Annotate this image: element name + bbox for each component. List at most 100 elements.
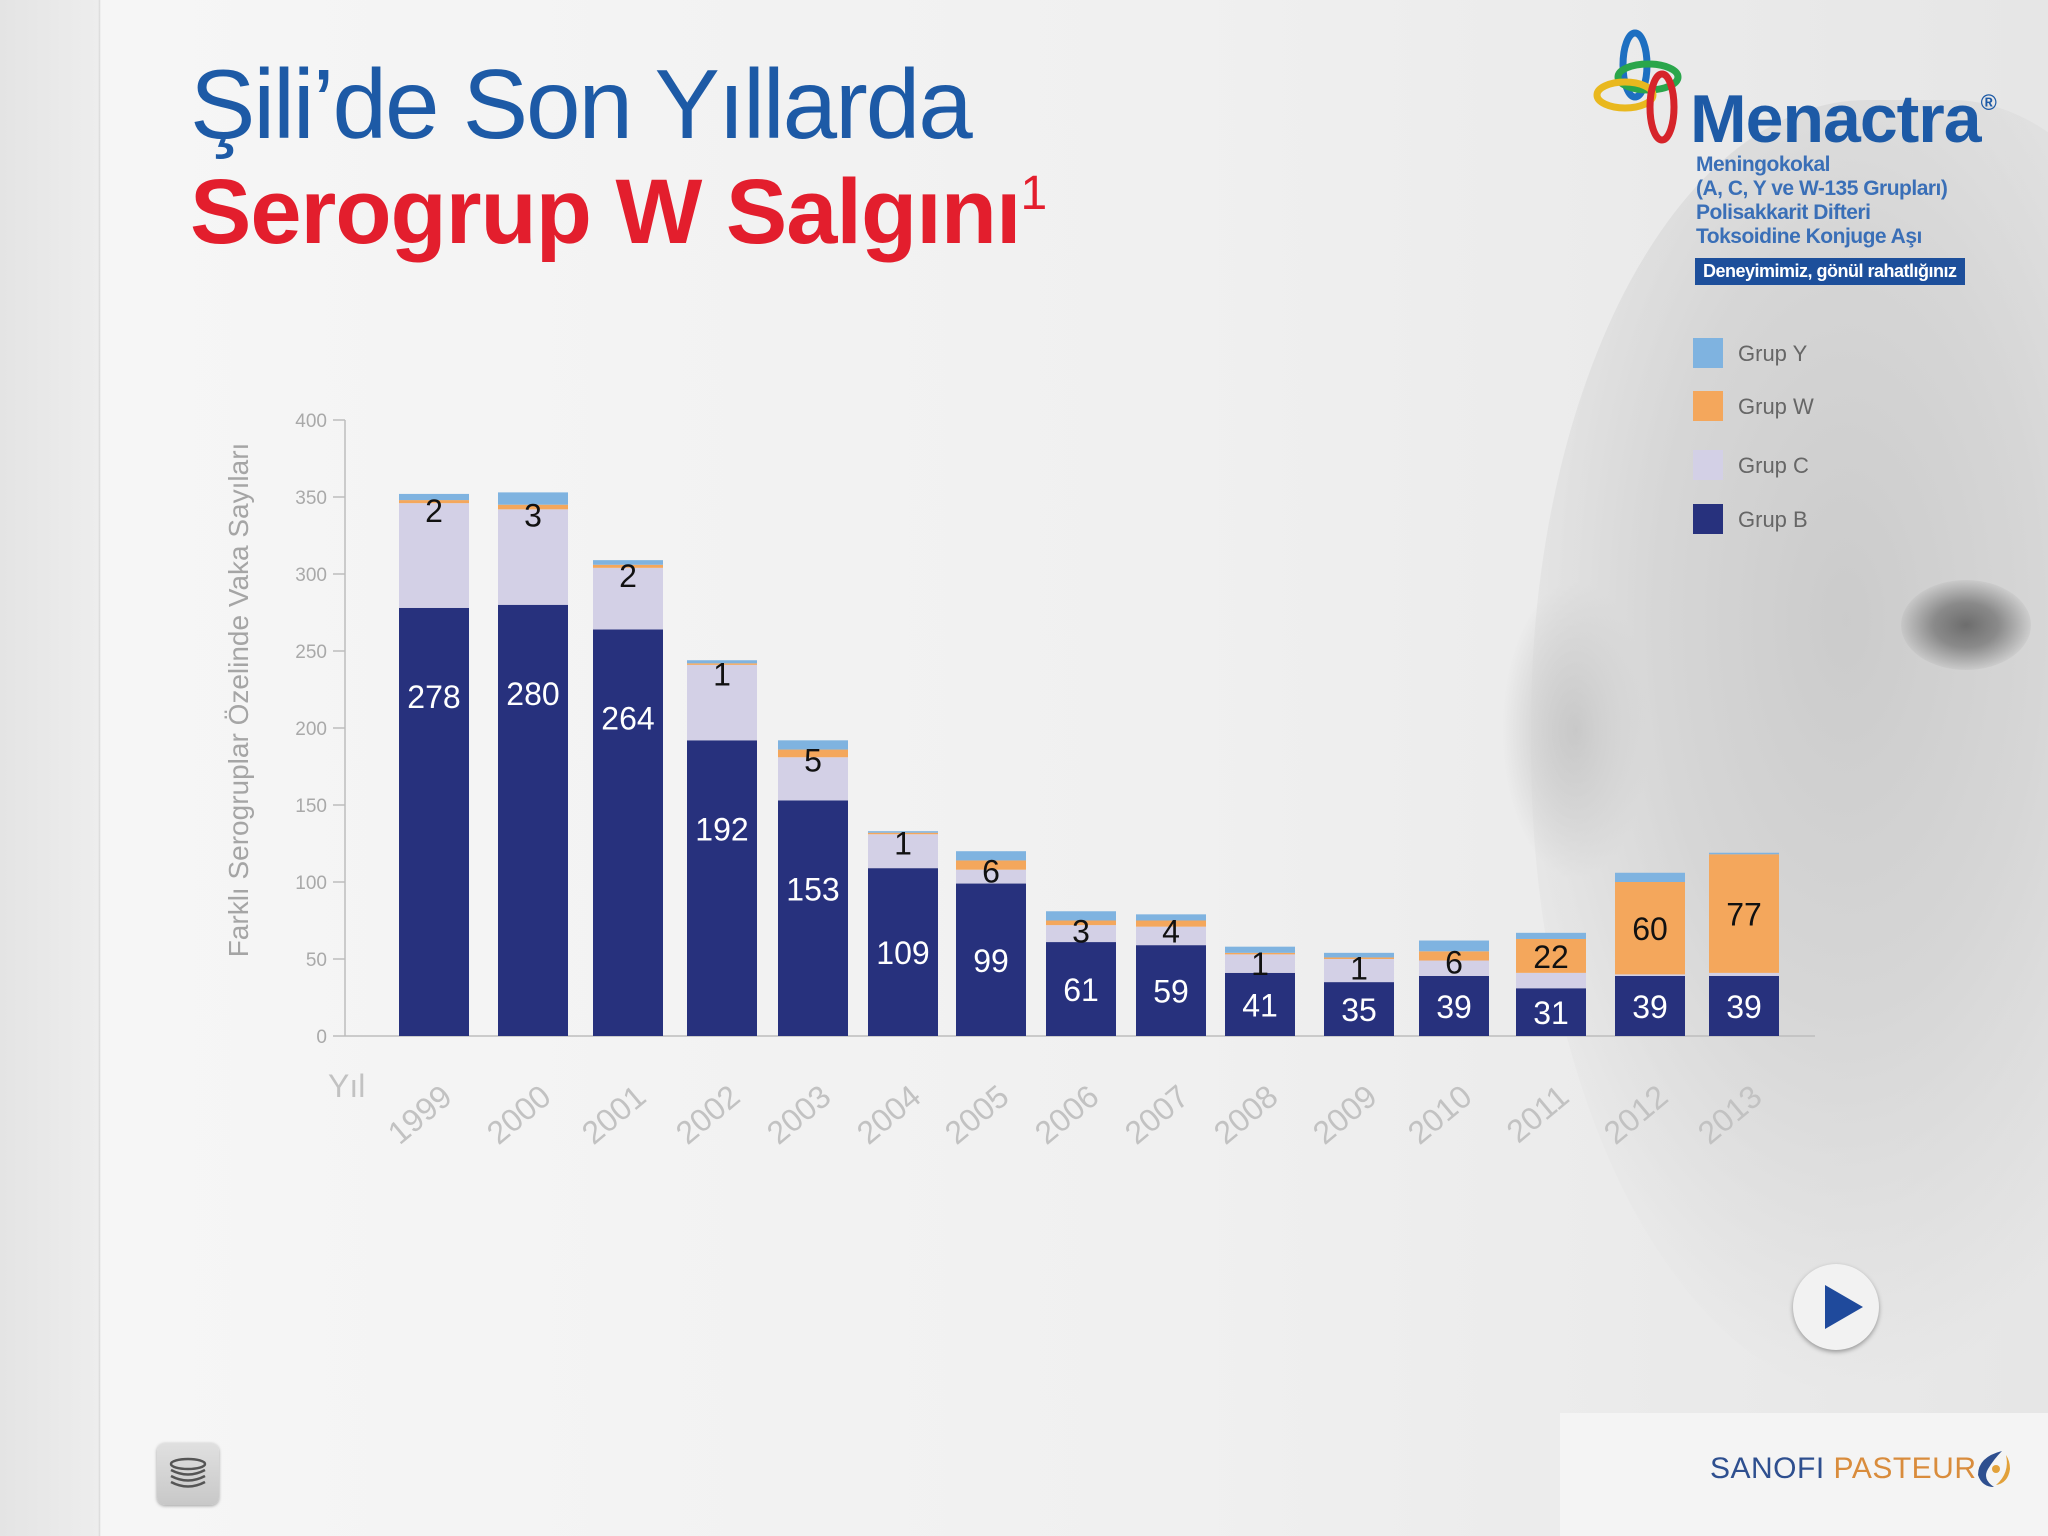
legend-label: Grup B [1738,507,1808,532]
bar-segment-grup-c [593,567,663,630]
bar-segment-grup-w [1136,920,1206,927]
logo-subtitle: Meningokokal (A, C, Y ve W-135 Grupları)… [1696,153,1948,249]
bar-label-grup-b: 31 [1533,995,1569,1031]
bar-label-grup-b: 192 [695,811,748,847]
legend-item-grup-b: Grup B [1693,504,1893,536]
registered-mark: ® [1980,90,1997,115]
bar-label-grup-w: 3 [524,498,542,534]
legend-swatch [1693,391,1723,421]
y-axis-label: Farklı Serogruplar Özelinde Vaka Sayılar… [223,443,254,958]
bar-label-grup-w: 1 [1251,946,1269,982]
x-tick-label: 2001 [575,1078,653,1151]
bar-label-grup-b: 39 [1726,989,1762,1025]
x-tick-label: 2000 [480,1078,558,1151]
rings-logo-icon [1593,29,1682,144]
y-tick-label: 400 [295,411,327,432]
bar-label-grup-w: 2 [425,493,443,529]
bar-segment-grup-c [1709,972,1779,976]
bar-label-grup-b: 35 [1341,992,1377,1028]
footer-band [1560,1413,2048,1536]
legend-item-grup-c: Grup C [1693,450,1893,482]
bar-label-grup-b: 59 [1153,974,1189,1010]
x-tick-label: 2009 [1306,1078,1384,1151]
bar-segment-grup-c [868,834,938,869]
bar-label-grup-w: 60 [1632,911,1668,947]
legend-swatch [1693,504,1723,534]
y-tick-label: 200 [295,719,327,740]
brand-text: Menactra [1690,81,1982,157]
logo-tagline: Deneyimimiz, gönül rahatlığınız [1695,258,1965,285]
bar-segment-grup-w [399,500,469,504]
bar-segment-grup-c [1046,925,1116,943]
bar-segment-grup-y [778,740,848,750]
title-main-text: Serogrup W Salgını [190,161,1021,263]
x-tick-label: 2002 [669,1078,747,1151]
bar-segment-grup-b [1419,975,1489,1036]
legend-label: Grup W [1738,394,1814,419]
bar-segment-grup-b [1225,972,1295,1036]
bar-segment-grup-b [778,800,848,1036]
bar-label-grup-b: 280 [506,676,559,712]
bar-segment-grup-b [1324,982,1394,1036]
bar-segment-grup-c [1225,954,1295,973]
bar-label-grup-b: 39 [1436,989,1472,1025]
bar-segment-grup-w [956,860,1026,870]
bar-segment-grup-b [593,629,663,1036]
bar-segment-grup-b [1709,975,1779,1036]
bar-segment-grup-b [399,607,469,1036]
x-tick-label: 2008 [1207,1078,1285,1151]
y-tick-label: 50 [306,950,327,971]
legend-item-grup-w: Grup W [1693,391,1893,423]
bar-segment-grup-y [1419,940,1489,952]
y-tick-label: 100 [295,873,327,894]
bar-segment-grup-w [1516,938,1586,973]
bar-label-grup-b: 278 [407,679,460,715]
bar-label-grup-b: 61 [1063,972,1099,1008]
sanofi-swirl-icon [1978,1451,2010,1487]
bar-label-grup-b: 99 [973,943,1009,979]
bar-segment-grup-y [956,851,1026,861]
page-title-line2: Serogrup W Salgını1 [190,160,1047,265]
x-tick-label: 2003 [760,1078,838,1151]
y-ticks: 0 50 100 150 200 250 300 350 400 [295,411,345,1048]
bar-segment-grup-b [1516,988,1586,1036]
y-tick-label: 300 [295,565,327,586]
bar-segment-grup-w [1046,920,1116,926]
layers-icon [169,1457,207,1488]
page-title-line1: Şili’de Son Yıllarda [190,49,973,159]
x-tick-label: 2012 [1597,1078,1675,1151]
bar-segment-grup-b [1136,945,1206,1036]
bar-segment-grup-b [868,868,938,1036]
legend-label: Grup Y [1738,341,1808,366]
bar-segment-grup-b [687,740,757,1036]
bar-segment-grup-c [1136,926,1206,946]
menactra-logo: Menactra® Meningokokal (A, C, Y ve W-135… [1590,25,2020,295]
bar-segment-grup-w [593,564,663,568]
bar-segment-grup-w [1225,952,1295,955]
y-tick-label: 250 [295,642,327,663]
bar-segment-grup-c [1615,974,1685,976]
legend-label: Grup C [1738,453,1809,478]
bar-segment-grup-w [868,832,938,835]
bar-segment-grup-y [1046,911,1116,921]
logo-brand-name: Menactra® [1690,80,1997,158]
bar-segment-grup-y [593,560,663,565]
x-tick-label: 2013 [1691,1078,1769,1151]
bar-segment-grup-w [498,504,568,510]
bar-segment-grup-c [498,509,568,605]
title-footnote-ref: 1 [1020,167,1047,220]
x-tick-label: 2010 [1401,1078,1479,1151]
bar-label-grup-w: 6 [1445,944,1463,980]
bar-label-grup-w: 2 [619,558,637,594]
play-button[interactable] [1793,1264,1879,1350]
bar-label-grup-w: 22 [1533,939,1569,975]
menu-button[interactable] [157,1443,219,1505]
bar-label-grup-w: 1 [713,656,731,692]
bar-label-grup-w: 5 [804,743,822,779]
logo-subtitle-line: Meningokokal [1696,153,1831,176]
bar-label-grup-b: 39 [1632,989,1668,1025]
bar-segment-grup-c [1324,959,1394,983]
bar-segment-grup-c [956,869,1026,884]
bar-segment-grup-w [1419,951,1489,961]
bar-label-grup-w: 1 [894,826,912,862]
